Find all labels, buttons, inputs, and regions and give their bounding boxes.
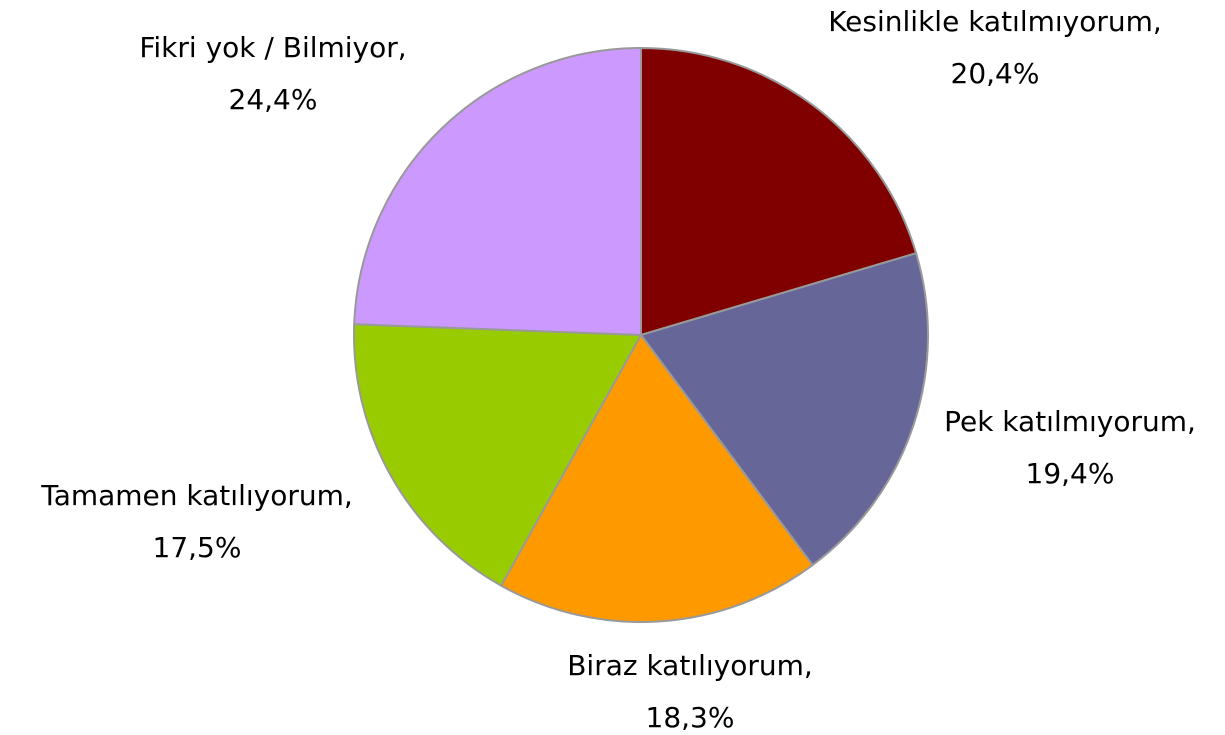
slice-label: Biraz katılıyorum, 18,3%: [540, 640, 840, 735]
category-label: Biraz katılıyorum,: [567, 649, 813, 682]
category-label: Fikri yok / Bilmiyor,: [139, 31, 407, 64]
slice-label: Kesinlikle katılmıyorum, 20,4%: [815, 0, 1175, 100]
category-label: Pek katılmıyorum,: [944, 405, 1196, 438]
value-label: 18,3%: [645, 701, 735, 734]
pie-slice: [640, 46, 918, 337]
pie-slice: [353, 46, 642, 337]
category-label: Tamamen katılıyorum,: [41, 479, 353, 512]
pie-slice: [499, 333, 814, 623]
pie-slice: [639, 251, 929, 567]
slice-label: Fikri yok / Bilmiyor, 24,4%: [93, 22, 453, 126]
category-label: Kesinlikle katılmıyorum,: [828, 5, 1162, 38]
value-label: 17,5%: [152, 531, 242, 564]
value-label: 24,4%: [228, 83, 318, 116]
value-label: 20,4%: [950, 57, 1040, 90]
slice-label: Pek katılmıyorum, 19,4%: [920, 396, 1220, 500]
value-label: 19,4%: [1025, 457, 1115, 490]
pie-slice: [353, 323, 643, 587]
slice-label: Tamamen katılıyorum, 17,5%: [2, 470, 392, 574]
